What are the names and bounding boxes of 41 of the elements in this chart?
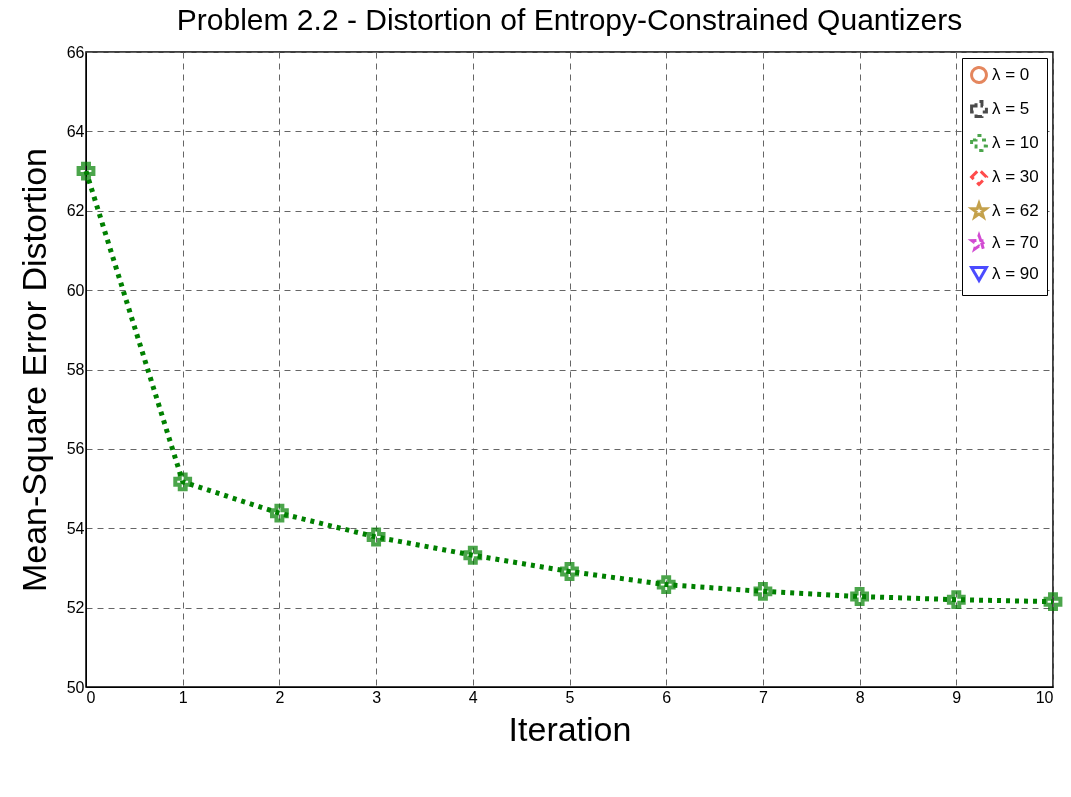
legend-label: λ = 10 [992,133,1039,152]
legend-label: λ = 70 [992,233,1039,252]
y-tick-label: 60 [66,281,85,299]
chart-title: Problem 2.2 - Distortion of Entropy-Constrained Quantizers [176,3,963,36]
y-tick-label: 66 [66,43,85,61]
y-tick-label: 56 [66,440,85,458]
y-tick-label: 58 [66,361,85,378]
x-tick-label: 6 [662,688,672,706]
y-tick-label: 54 [66,519,85,537]
legend-label: λ = 62 [992,201,1039,220]
point [753,581,773,601]
x-tick-label: 7 [758,688,768,706]
point [850,587,870,606]
x-tick-label: 3 [372,688,382,706]
y-tick-label: 64 [66,122,85,140]
x-tick-label: 4 [468,688,478,706]
legend-label: λ = 5 [992,99,1030,118]
x-tick-label: 1 [178,688,188,706]
x-tick-label: 2 [275,688,285,706]
x-tick-label: 10 [1035,688,1054,706]
y-axis-title: Mean-Square Error Distortion [14,147,53,593]
point [269,503,289,523]
point [1043,592,1063,612]
x-tick-label: 8 [855,688,865,706]
legend-label: λ = 30 [992,167,1039,186]
y-tick-label: 52 [66,599,85,617]
y-tick-label: 50 [66,678,85,696]
legend-label: λ = 90 [992,264,1039,283]
point [76,161,96,181]
x-tick-label: 5 [565,688,575,706]
point [173,472,193,492]
point [656,575,676,595]
point [560,562,579,581]
point [463,545,483,565]
x-tick-label: 0 [86,688,96,706]
point [366,527,386,547]
point [946,590,966,610]
x-axis-title: Iteration [508,709,632,748]
y-tick-label: 62 [66,202,85,220]
legend-label: λ = 0 [992,65,1030,84]
x-tick-label: 9 [952,688,962,706]
